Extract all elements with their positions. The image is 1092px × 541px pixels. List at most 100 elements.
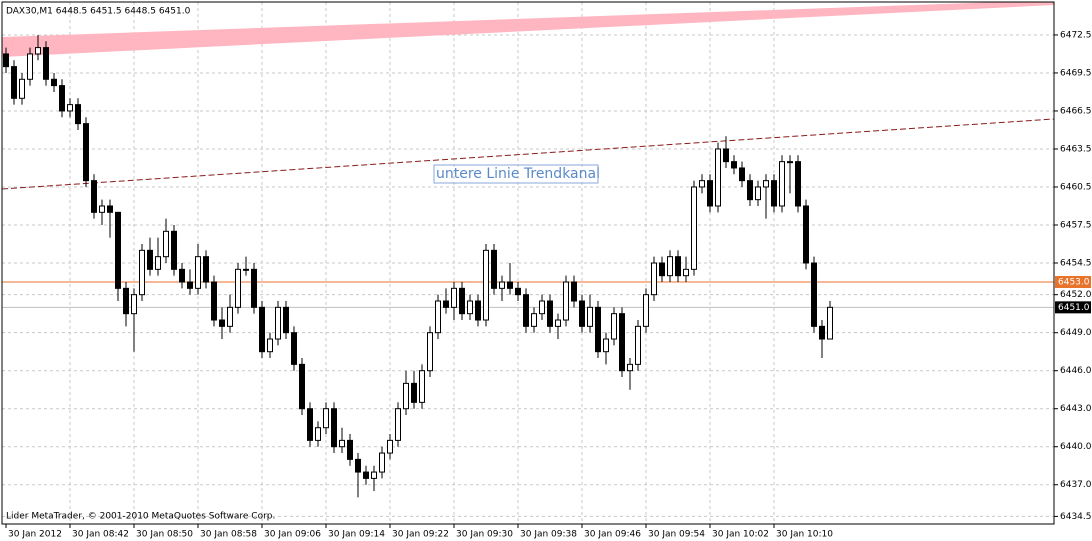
candle-body [683, 268, 689, 277]
candle-body [507, 281, 513, 289]
candle-body [323, 408, 329, 429]
candle-body [691, 186, 697, 270]
y-tick-label: 6466.5 [1060, 106, 1092, 116]
y-tick-label: 6454.5 [1060, 259, 1092, 269]
candle-body [627, 363, 633, 372]
candle-body [299, 363, 305, 410]
candle-body [451, 287, 457, 308]
candle-body [443, 300, 449, 308]
candle-body [419, 370, 425, 403]
candle-body [619, 313, 625, 372]
x-tick-label: 30 Jan 09:14 [328, 530, 385, 540]
price-label: 6451.0 [1058, 303, 1090, 313]
candle-body [19, 78, 25, 99]
candle-body [259, 306, 265, 353]
candle-body [723, 148, 729, 163]
candle-body [379, 452, 385, 473]
candle-body [571, 281, 577, 302]
candle-body [635, 325, 641, 365]
candle-body [771, 180, 777, 207]
candle-body [91, 180, 97, 213]
candle-body [747, 180, 753, 201]
candle-body [75, 104, 81, 125]
x-tick-label: 30 Jan 09:06 [264, 530, 321, 540]
candle-body [795, 161, 801, 207]
candle-body [787, 161, 793, 164]
candle-body [27, 53, 33, 80]
y-tick-label: 6469.5 [1060, 68, 1092, 78]
candle-body [203, 256, 209, 283]
y-tick-label: 6434.5 [1060, 512, 1092, 522]
x-tick-label: 30 Jan 10:10 [776, 530, 833, 540]
candle-body [547, 300, 553, 327]
candle-body [331, 408, 337, 448]
candle-body [515, 287, 521, 296]
candle-body [155, 256, 161, 270]
candle-body [283, 306, 289, 334]
x-tick-label: 30 Jan 09:38 [520, 530, 577, 540]
x-tick-label: 30 Jan 08:50 [136, 530, 193, 540]
y-tick-label: 6452.0 [1060, 290, 1092, 300]
channel-band [2, 2, 1054, 57]
candle-body [387, 439, 393, 454]
y-tick-label: 6472.5 [1060, 30, 1092, 40]
x-tick-label: 30 Jan 08:42 [72, 530, 129, 540]
candle-body [579, 300, 585, 327]
candle-body [355, 458, 361, 473]
candle-body [563, 281, 569, 321]
candle-body [59, 85, 65, 112]
candle-body [555, 319, 561, 327]
candle-body [523, 294, 529, 327]
footer: Lider MetaTrader, © 2001-2010 MetaQuotes… [6, 512, 275, 522]
candle-body [827, 306, 833, 340]
candle-body [675, 256, 681, 277]
candle-body [147, 249, 153, 270]
x-tick-label: 30 Jan 10:02 [712, 530, 769, 540]
candle-body [11, 66, 17, 99]
candle-body [491, 249, 497, 289]
candle-body [427, 332, 433, 372]
x-tick-label: 30 Jan 09:30 [456, 530, 513, 540]
trend-line [1, 118, 1055, 190]
candle-body [435, 300, 441, 334]
candle-body [371, 471, 377, 479]
candle-body [595, 306, 601, 353]
candle-body [587, 306, 593, 327]
x-tick-label: 30 Jan 09:22 [392, 530, 449, 540]
y-tick-label: 6446.0 [1060, 366, 1092, 376]
candle-body [315, 427, 321, 441]
candle-body [811, 262, 817, 327]
candle-body [611, 313, 617, 340]
candle-body [699, 180, 705, 188]
candle-body [803, 205, 809, 264]
candle-body [243, 268, 249, 271]
candle-body [763, 180, 769, 188]
candle-body [83, 123, 89, 182]
candle-body [755, 186, 761, 201]
candle-body [163, 230, 169, 258]
y-tick-label: 6460.5 [1060, 182, 1092, 192]
candle-body [707, 180, 713, 207]
candle-body [347, 439, 353, 460]
candle-body [67, 104, 73, 112]
candle-body [267, 338, 273, 353]
price-label: 6453.0 [1058, 278, 1090, 288]
candle-body [459, 287, 465, 315]
candle-body [3, 53, 9, 68]
y-tick-label: 6437.0 [1060, 480, 1092, 490]
annotation: untere Linie Trendkanal [436, 166, 600, 182]
x-tick-label: 30 Jan 09:54 [648, 530, 705, 540]
candle-body [35, 47, 41, 55]
candle-body [395, 408, 401, 441]
candle-body [171, 230, 177, 270]
candle-body [499, 281, 505, 289]
candle-body [339, 439, 345, 448]
candle-body [291, 332, 297, 365]
candle-body [603, 338, 609, 353]
annotation-box [433, 164, 599, 184]
candle-body [43, 47, 49, 80]
candle-body [779, 161, 785, 207]
candle-body [219, 319, 225, 327]
candle-body [667, 256, 673, 277]
